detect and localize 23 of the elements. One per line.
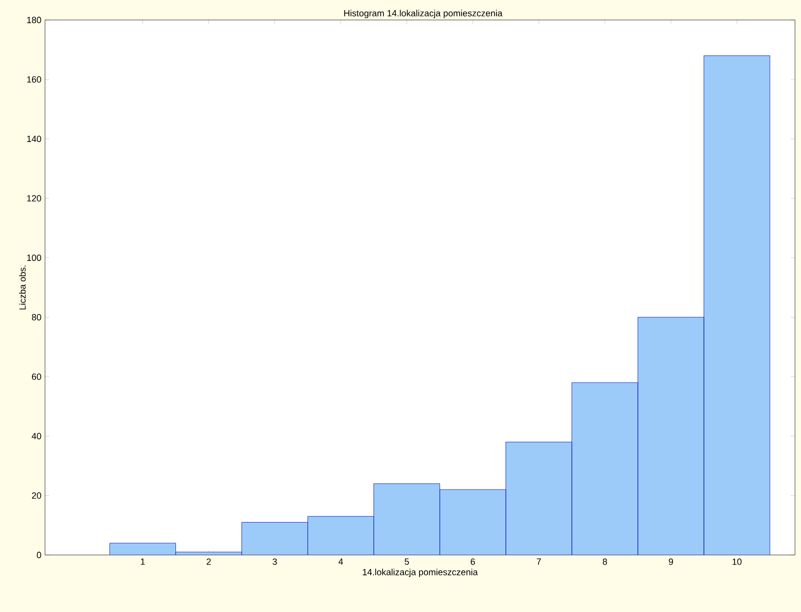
y-tick-label: 140 (27, 136, 42, 142)
x-tick-label: 1 (140, 558, 145, 565)
x-tick-label: 8 (602, 558, 607, 565)
y-tick-label: 60 (32, 373, 42, 380)
y-tick-label: 120 (27, 195, 42, 202)
y-tick-label: 20 (32, 492, 42, 499)
x-tick-label: 10 (732, 558, 742, 565)
x-tick-label: 5 (404, 558, 409, 565)
y-tick-label: 0 (36, 552, 42, 558)
x-axis-title: 14.lokalizacja pomieszczenia (362, 568, 478, 578)
x-tick-label: 7 (536, 558, 541, 565)
x-tick-label: 2 (206, 558, 211, 565)
y-tick-label: 180 (27, 16, 42, 24)
y-tick-label: 100 (27, 254, 42, 261)
x-tick-label: 6 (470, 558, 475, 565)
chart-title: Histogram 14.lokalizacja pomieszczenia (344, 10, 502, 18)
x-tick-label: 4 (338, 558, 344, 565)
y-tick-label: 160 (27, 76, 42, 83)
y-tick-label: 40 (32, 432, 42, 440)
y-axis-title: Liczba obs. (19, 266, 26, 310)
x-tick-label: 9 (668, 558, 673, 565)
x-tick-label: 3 (272, 558, 277, 565)
y-tick-label: 80 (32, 314, 42, 320)
